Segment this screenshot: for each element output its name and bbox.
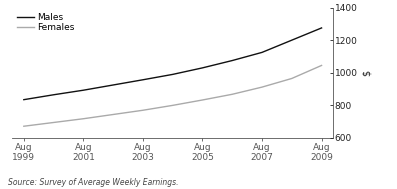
- Males: [170, 73, 175, 76]
- Males: [111, 84, 116, 86]
- Males: [81, 89, 86, 91]
- Males: [51, 94, 56, 96]
- Males: [260, 51, 264, 53]
- Males: [230, 59, 235, 62]
- Females: [200, 99, 205, 101]
- Line: Females: Females: [24, 65, 322, 126]
- Legend: Males, Females: Males, Females: [16, 12, 75, 33]
- Line: Males: Males: [24, 28, 322, 100]
- Females: [170, 104, 175, 107]
- Females: [141, 109, 145, 111]
- Females: [51, 121, 56, 124]
- Text: Source: Survey of Average Weekly Earnings.: Source: Survey of Average Weekly Earning…: [8, 178, 178, 187]
- Y-axis label: $: $: [362, 70, 372, 76]
- Males: [200, 67, 205, 69]
- Females: [21, 125, 26, 127]
- Females: [260, 86, 264, 88]
- Males: [319, 27, 324, 29]
- Females: [319, 64, 324, 67]
- Females: [111, 113, 116, 116]
- Females: [81, 118, 86, 120]
- Males: [289, 39, 294, 41]
- Males: [141, 79, 145, 81]
- Males: [21, 98, 26, 101]
- Females: [289, 77, 294, 80]
- Females: [230, 93, 235, 95]
